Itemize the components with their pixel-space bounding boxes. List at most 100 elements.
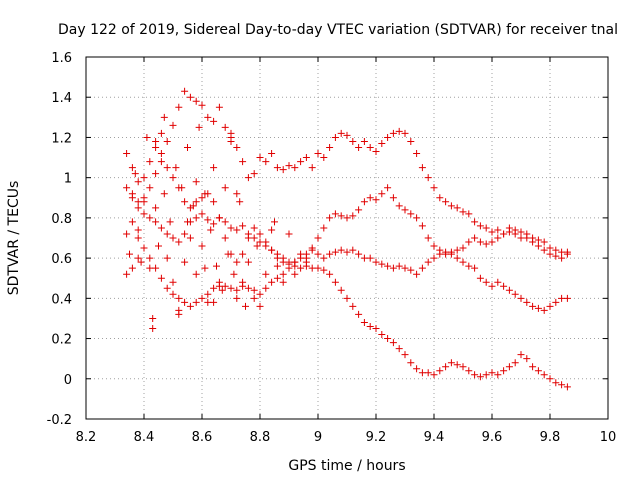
data-point [447, 202, 455, 210]
data-point [471, 371, 479, 379]
data-point [128, 164, 136, 172]
data-point [186, 93, 194, 101]
data-point [546, 244, 554, 252]
data-point [253, 242, 261, 250]
data-point [337, 246, 345, 254]
y-tick-label: 1 [64, 172, 72, 187]
data-point [146, 254, 154, 262]
data-point [430, 184, 438, 192]
data-point [184, 218, 191, 226]
data-point [239, 222, 247, 230]
data-point [233, 190, 241, 198]
data-point [302, 154, 310, 162]
data-point [172, 164, 180, 172]
data-point [465, 210, 473, 218]
data-point [181, 198, 189, 206]
data-point [273, 254, 281, 262]
data-point [192, 214, 200, 222]
data-point [256, 290, 264, 298]
data-point [157, 158, 165, 166]
data-point [343, 214, 351, 222]
data-point [459, 208, 467, 216]
data-point [320, 266, 328, 274]
data-point [239, 158, 247, 166]
data-point [207, 226, 215, 234]
data-point [192, 270, 200, 278]
data-point [436, 194, 444, 202]
data-point [244, 174, 252, 182]
data-point [471, 234, 479, 242]
data-point [297, 264, 305, 272]
data-point [262, 238, 270, 246]
data-point [314, 264, 322, 272]
data-point [169, 234, 177, 242]
data-point [482, 224, 490, 232]
data-point [349, 302, 357, 310]
data-point [152, 170, 160, 178]
data-point [175, 103, 183, 111]
data-point [297, 250, 305, 258]
data-point [256, 302, 264, 310]
data-point [160, 113, 168, 121]
data-point [558, 381, 566, 389]
y-tick-label: 1.6 [51, 51, 72, 66]
data-point [349, 246, 357, 254]
x-tick-label: 9.2 [366, 430, 387, 445]
data-point [343, 248, 351, 256]
data-point [558, 254, 566, 262]
data-point [459, 363, 467, 371]
data-point [157, 274, 165, 282]
data-point [401, 206, 409, 214]
data-point [320, 224, 328, 232]
data-point [447, 359, 455, 367]
data-point [389, 194, 397, 202]
data-point [534, 367, 542, 375]
data-point [459, 244, 467, 252]
data-point [326, 144, 334, 151]
data-point [349, 212, 357, 220]
data-point [529, 302, 537, 310]
data-point [395, 127, 403, 135]
data-point [227, 129, 235, 137]
data-point [149, 325, 157, 332]
data-point [221, 123, 229, 131]
data-point [175, 310, 183, 318]
data-point [134, 204, 142, 212]
data-point [384, 133, 392, 141]
data-point [378, 190, 386, 198]
data-point [482, 240, 490, 248]
data-point [227, 224, 235, 232]
data-point [285, 260, 293, 268]
data-point [157, 224, 165, 232]
data-point [169, 290, 177, 298]
data-point [210, 220, 218, 228]
data-point [140, 198, 148, 206]
data-point [204, 113, 212, 121]
data-point [360, 137, 368, 145]
x-tick-label: 9 [314, 430, 322, 445]
data-point [378, 139, 386, 147]
data-point [314, 250, 322, 258]
data-point [215, 282, 223, 290]
data-point [476, 238, 484, 246]
data-point [204, 290, 212, 298]
data-point [505, 363, 513, 371]
data-point [239, 250, 247, 258]
data-point [401, 264, 409, 272]
data-point [302, 254, 310, 262]
data-point [146, 214, 154, 222]
data-point [546, 250, 554, 258]
data-point [140, 210, 148, 218]
data-point [372, 148, 380, 156]
data-point [442, 363, 450, 371]
data-point [407, 210, 415, 218]
data-point [407, 137, 415, 145]
data-point [134, 234, 142, 242]
data-point [186, 234, 194, 242]
data-point [500, 282, 508, 290]
data-point [488, 282, 496, 290]
data-point [123, 184, 131, 192]
data-point [175, 238, 183, 246]
data-point [552, 298, 560, 306]
data-point [552, 246, 560, 254]
